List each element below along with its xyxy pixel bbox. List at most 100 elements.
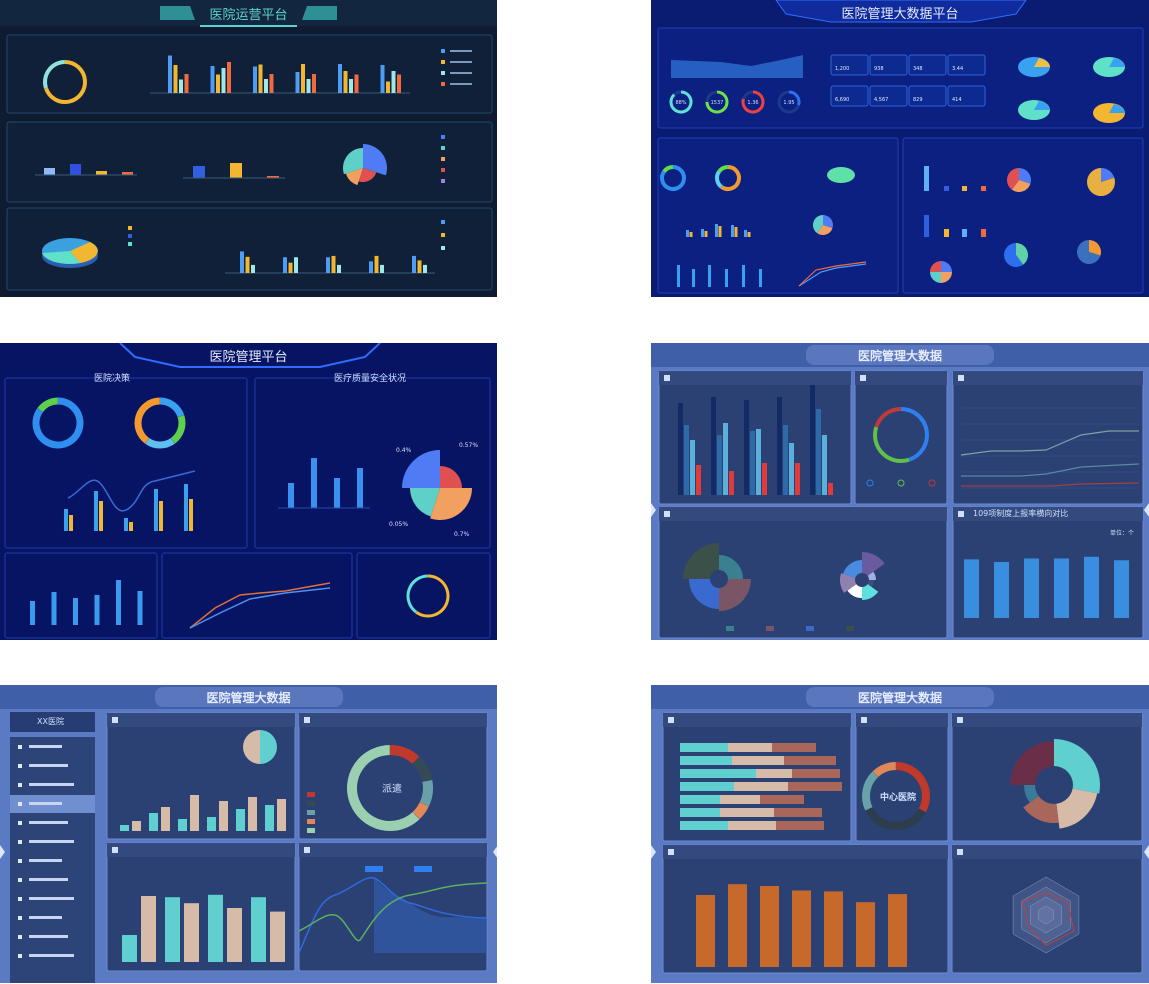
dashboard-title: 医院管理大数据平台 [841,7,959,22]
stacked-bar [772,743,816,752]
staff-bar [173,65,178,93]
radar-ring [1021,886,1071,944]
legend-swatch [307,801,315,806]
card-header [107,843,295,857]
sidebar-item-icon [18,878,22,882]
sidebar-item-icon [18,840,22,844]
line-series [189,582,331,629]
compare-bar [789,443,794,495]
orange-bar [856,902,875,967]
title-plate [806,687,994,707]
staff-bar [258,64,263,93]
card-header [952,845,1142,859]
legend-dot [441,233,445,237]
line-series [798,263,867,287]
section-panel [6,34,493,114]
staff-bar [178,819,187,831]
bar [686,230,689,237]
quality-bar [288,483,294,508]
dashboard-thumbnail-bigdata-c[interactable]: 医院管理大数据 中心医院 [651,685,1149,983]
sidebar-item-icon [18,935,22,939]
dashboard-title: 医院管理平台 [209,350,288,365]
drug-bar [331,255,336,273]
drug-bar [326,257,330,273]
rose-hole [710,570,728,588]
cadre-bar [122,935,137,962]
legend-dot [128,242,132,246]
bigdata-a-canvas [651,343,1149,639]
rose-hole [855,573,869,587]
pie-slice [1101,168,1115,182]
staff-bar [397,74,401,93]
dashboard-title: 医院管理大数据 [857,349,942,363]
stacked-bar [788,782,842,791]
orange-bar [888,894,907,967]
sidebar-item-label [29,821,68,824]
line-series [961,463,1140,477]
pie-slice [930,272,941,283]
card-header [663,845,948,859]
sidebar-item-icon [18,954,22,958]
dashboard-thumbnail-management-platform[interactable]: 医院管理平台 医院决策 医疗质量安全状况 0.4% 0.57% 0.7% 0.0… [0,343,497,640]
staff-bar [391,71,396,93]
bar [677,265,680,287]
drug-bar [337,264,341,273]
sidebar-item-label [29,954,74,957]
bar [924,166,929,191]
bar [744,230,747,237]
sidebar-item-label [29,935,68,938]
sidebar-item-label [29,840,74,843]
sidebar-item-label [29,802,62,805]
pie3d-slice [1034,101,1050,110]
pie-slice [1089,240,1101,256]
visit-bar [184,484,188,531]
bar [689,232,693,237]
dashboard-title: 医院运营平台 [209,8,288,23]
rose-chart-slice [689,579,719,609]
compare-bar [777,397,782,495]
section-label-quality: 医疗质量安全状况 [334,374,407,384]
card [298,712,488,840]
line-series [798,261,867,287]
orange-bar [728,884,747,967]
quality-bar [334,478,340,508]
chart-icon [958,375,964,381]
radar-series [1022,891,1075,947]
pie-slice [1004,243,1024,267]
card-header [855,371,947,385]
legend-swatch [806,626,814,631]
gauge-arc [669,90,693,114]
dashboard-thumbnail-operations[interactable]: 医院运营平台 [0,0,497,297]
compare-bar [783,425,788,495]
status-circle [866,479,874,487]
staff-bar [301,64,305,93]
sidebar-item-icon [18,859,22,863]
kpi-card [869,85,908,107]
pie3d-slice [1109,58,1125,67]
service-pie-slice [345,168,363,186]
bar [718,226,722,237]
unit-label: 单位：个 [1110,530,1135,537]
dashboard-thumbnail-bigdata-b[interactable]: 医院管理大数据 XX医院 派遣 [0,685,497,983]
section-panel [6,121,493,203]
bar [734,227,738,237]
card-header [953,507,1143,521]
expense-bar [44,168,55,175]
stacked-bar [732,756,784,765]
staff-bar [277,799,286,831]
legend-swatch [307,792,315,797]
staff-bar [265,805,274,831]
dashboard-thumbnail-bigdata-a[interactable]: 医院管理大数据 109项制度上报率横向对比 单位：个 [651,343,1149,640]
dashboard-thumbnail-bigdata-platform[interactable]: 88% 1537 1.36 1.95 1,200 938 348 3.44 6,690 4,567… [651,0,1149,297]
quality-pie-slice [430,488,472,520]
donut-hole [1035,766,1073,804]
kpi-card [869,54,908,76]
pie-slice [930,261,941,272]
stacked-bar [774,808,822,817]
sidebar-header-bg [10,712,95,732]
sidebar-item-label [29,859,62,862]
prev-arrow-icon [651,503,656,517]
drug-bar [245,256,250,273]
kpi-value: 414 [952,97,962,103]
gauge-value: 1.36 [747,100,758,106]
